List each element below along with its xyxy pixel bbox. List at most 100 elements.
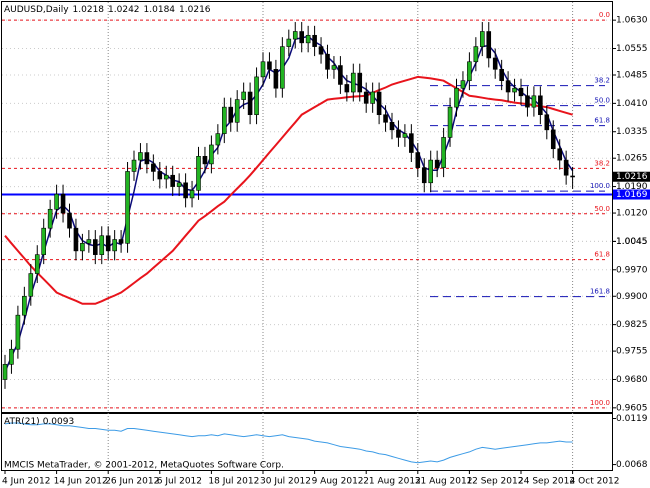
candle-body [267, 61, 272, 70]
candle-body [138, 152, 143, 161]
fibo-label: 50.0 [594, 205, 610, 213]
candle-body [396, 129, 401, 138]
candle-body [9, 348, 14, 365]
y-tick-label: 1.0485 [616, 70, 648, 80]
candle-body [118, 239, 124, 244]
price-box [613, 171, 650, 182]
candle-body [363, 91, 369, 104]
candle-body [557, 148, 563, 161]
candle-body [73, 227, 79, 252]
candle-body [344, 84, 350, 93]
atr-tick-label: 0.0119 [616, 414, 648, 424]
candle-body [305, 34, 311, 44]
candle-body [409, 133, 414, 153]
candle-body [202, 156, 208, 165]
y-tick-label: 0.9755 [616, 347, 648, 357]
candle-body [183, 182, 188, 199]
candle-body [486, 31, 492, 59]
y-tick-label: 0.9605 [616, 403, 648, 413]
candle-body [22, 295, 27, 316]
candle-body [299, 31, 305, 44]
atr-name: ATR(21) [4, 417, 40, 427]
ohlc-value: 1.0218 [73, 5, 105, 15]
candle-body [286, 38, 292, 47]
candle-body [222, 106, 227, 134]
candle-body [441, 137, 446, 168]
candle-body [538, 95, 543, 116]
fibo-label: 0.0 [599, 11, 610, 19]
candle-body [454, 87, 459, 108]
candle-body [512, 87, 517, 93]
candle-body [447, 106, 453, 138]
price-label: 1.0216 [616, 172, 648, 182]
fibo-label: 38.2 [594, 77, 610, 85]
y-tick-label: 1.0265 [616, 154, 648, 164]
candle-body [544, 114, 550, 131]
candle-body [131, 159, 137, 172]
chart-title: AUDUSD,Daily 1.0218 1.0242 1.0184 1.0216 [4, 5, 211, 15]
candle-body [421, 167, 427, 184]
level-box [613, 189, 650, 200]
fibo-label: 161.8 [590, 288, 610, 296]
candle-body [112, 239, 117, 252]
y-tick-label: 0.9680 [616, 375, 648, 385]
candle-body [434, 159, 440, 168]
candle-body [499, 69, 504, 81]
candle-body [247, 91, 253, 116]
atr-tick-label: 0.0068 [616, 460, 648, 470]
x-tick-label: 12 Sep 2012 [466, 477, 523, 487]
candle-body [312, 34, 317, 47]
y-tick-label: 1.0335 [616, 127, 648, 137]
candle-body [376, 91, 382, 116]
candle-body [54, 193, 59, 210]
candle-body [505, 80, 511, 93]
candle-body [415, 152, 421, 168]
candle-body [176, 182, 182, 187]
y-tick-label: 1.0190 [616, 182, 648, 192]
x-tick-label: 26 Jun 2012 [105, 477, 159, 487]
candle-body [260, 61, 266, 78]
atr-line [4, 422, 573, 464]
y-tick-label: 1.0630 [616, 16, 648, 26]
candle-body [60, 193, 66, 214]
x-tick-label: 14 Jun 2012 [54, 477, 108, 487]
candle-body [473, 46, 479, 63]
candle-body [196, 156, 201, 191]
y-tick-label: 1.0410 [616, 99, 648, 109]
candle-body [318, 46, 324, 55]
candle-body [389, 121, 395, 131]
x-tick-label: 6 Jul 2012 [157, 477, 202, 487]
level-label: 1.0169 [616, 190, 648, 200]
atr-frame [1, 413, 613, 471]
candle-body [428, 159, 434, 184]
candle-body [518, 87, 524, 97]
candle-body [189, 190, 195, 199]
candle-body [67, 212, 72, 229]
y-tick-label: 1.0045 [616, 237, 648, 247]
candle-body [350, 72, 356, 93]
fibo-label: 61.8 [594, 251, 610, 259]
candle-body [170, 174, 175, 187]
candle-body [492, 57, 498, 70]
fibo-label: 50.0 [594, 97, 610, 105]
candle-body [280, 46, 285, 89]
candle-body [28, 273, 34, 297]
candle-body [86, 239, 92, 244]
candle-body [125, 171, 130, 244]
x-tick-label: 18 Jul 2012 [208, 477, 259, 487]
candle-body [41, 227, 47, 255]
fibo-label: 61.8 [594, 117, 610, 125]
y-tick-label: 1.0045 [616, 237, 648, 247]
y-tick-label: 0.9825 [616, 320, 648, 330]
x-tick-label: 30 Jul 2012 [260, 477, 311, 487]
candle-body [467, 61, 472, 81]
x-tick-label: 4 Oct 2012 [570, 477, 620, 487]
ma-line [4, 75, 573, 305]
candle-body [80, 243, 85, 252]
candle-body [563, 159, 569, 176]
y-tick-label: 1.0555 [616, 44, 648, 54]
fibo-label: 38.2 [594, 159, 610, 167]
candle-body [292, 31, 298, 40]
candle-body [570, 175, 575, 178]
